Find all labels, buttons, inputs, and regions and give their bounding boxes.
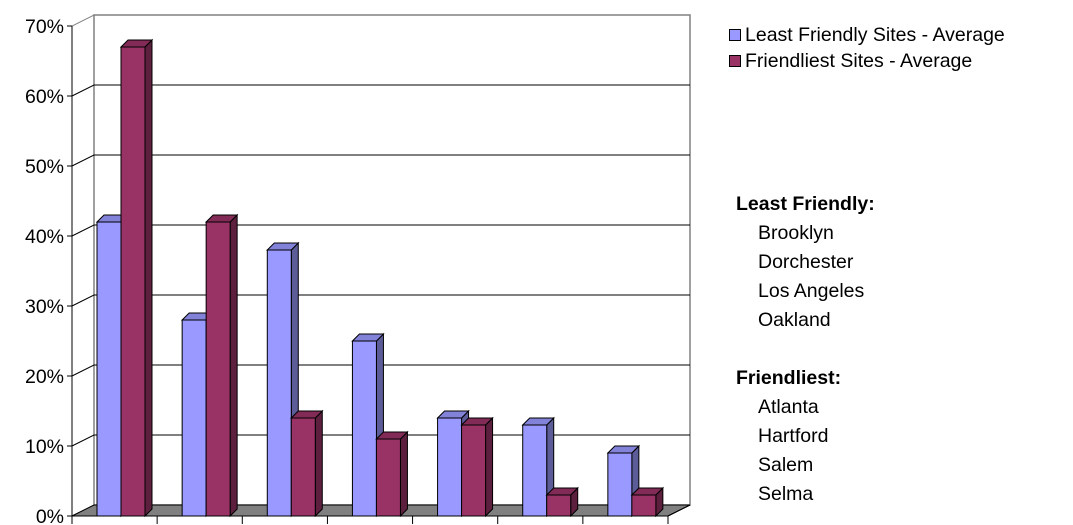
bar-friendliest <box>375 438 401 517</box>
bar-friendliest-side <box>229 213 238 518</box>
bar-friendliest-side <box>314 409 323 518</box>
bar-friendliest-side <box>485 416 494 518</box>
y-tick-label: 10% <box>25 436 64 458</box>
friendliest-site: Hartford <box>758 425 829 447</box>
floor-edge <box>667 504 691 517</box>
site-notes: Least Friendly: Brooklyn Dorchester Los … <box>736 190 875 509</box>
least-friendly-site: Oakland <box>758 309 831 331</box>
y-tick-label: 30% <box>25 296 64 318</box>
bar-chart: 0% 10% 20% 30% 40% 50% 60% 70% <box>25 14 691 525</box>
bar-friendliest <box>120 46 146 517</box>
bar-friendliest-side <box>144 38 153 518</box>
bar-friendliest <box>461 424 487 517</box>
y-tick-label: 0% <box>36 506 64 525</box>
bar-least-friendly <box>351 340 377 517</box>
friendliest-group: Friendliest: Atlanta Hartford Salem Selm… <box>736 364 875 509</box>
gridline <box>71 154 690 167</box>
legend-swatch-least-friendly <box>729 29 741 41</box>
gridline <box>71 224 690 237</box>
bar-friendliest <box>546 494 572 517</box>
bar-friendliest-side <box>399 430 408 518</box>
y-tick-label: 40% <box>25 226 64 248</box>
y-tick-label: 50% <box>25 156 64 178</box>
friendliest-title: Friendliest: <box>736 367 842 389</box>
bar-least-friendly <box>96 221 122 517</box>
legend-item-least-friendly: Least Friendly Sites - Average <box>729 22 1005 48</box>
bar-least-friendly <box>266 249 292 517</box>
y-tick-label: 20% <box>25 366 64 388</box>
least-friendly-site: Los Angeles <box>758 280 865 302</box>
bar-least-friendly <box>522 424 548 517</box>
y-tick-label: 60% <box>25 86 64 108</box>
legend: Least Friendly Sites - Average Friendlie… <box>729 22 1005 74</box>
least-friendly-title: Least Friendly: <box>736 193 875 215</box>
gridline <box>71 294 690 307</box>
bar-friendliest <box>631 494 657 517</box>
legend-label-least-friendly: Least Friendly Sites - Average <box>745 24 1005 46</box>
bar-friendliest <box>205 221 231 517</box>
bar-least-friendly <box>607 452 633 517</box>
bar-friendliest <box>290 417 316 517</box>
bar-least-friendly <box>437 417 463 517</box>
friendliest-site: Selma <box>758 483 814 505</box>
least-friendly-group: Least Friendly: Brooklyn Dorchester Los … <box>736 190 875 335</box>
least-friendly-site: Dorchester <box>758 251 854 273</box>
friendliest-site: Salem <box>758 454 814 476</box>
least-friendly-site: Brooklyn <box>758 222 834 244</box>
gridline <box>71 364 690 377</box>
y-tick-label: 70% <box>25 16 64 38</box>
legend-item-friendliest: Friendliest Sites - Average <box>729 48 1005 74</box>
legend-label-friendliest: Friendliest Sites - Average <box>745 50 973 72</box>
friendliest-site: Atlanta <box>758 396 819 418</box>
bar-least-friendly <box>181 319 207 517</box>
gridline <box>71 84 690 97</box>
legend-swatch-friendliest <box>729 55 741 67</box>
group-spacer <box>736 335 875 364</box>
